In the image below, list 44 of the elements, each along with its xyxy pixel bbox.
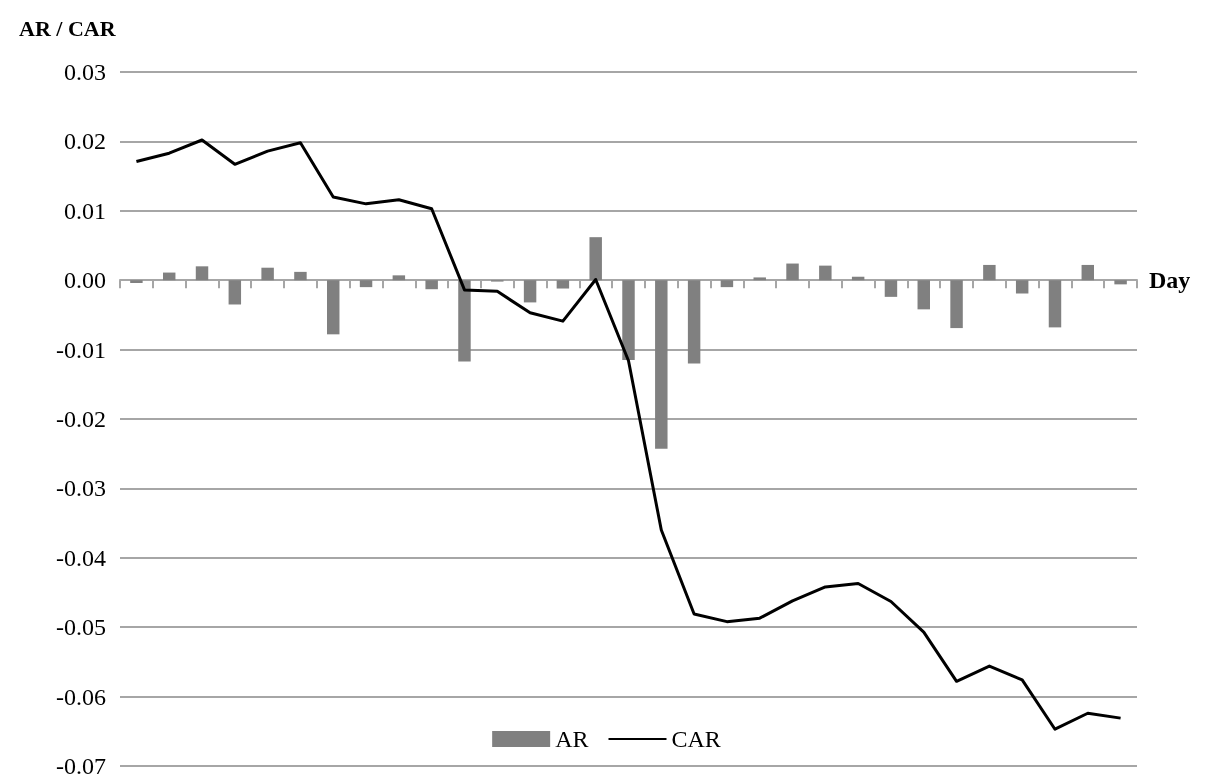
bar: [884, 280, 898, 297]
y-tick-label: 0.03: [64, 59, 106, 85]
bar: [753, 277, 766, 281]
bar: [523, 280, 537, 303]
bar: [950, 280, 963, 329]
line-series: [134, 138, 1123, 731]
bar: [622, 280, 635, 361]
bar: [130, 280, 143, 283]
y-tick-label: 0.02: [64, 128, 106, 155]
bar: [1114, 280, 1127, 285]
bar: [425, 280, 438, 290]
bar: [655, 280, 668, 449]
bar: [261, 267, 274, 281]
bar: [556, 280, 570, 289]
bar: [228, 280, 242, 305]
legend-label: CAR: [671, 726, 721, 752]
bar: [589, 237, 602, 281]
bar: [720, 280, 734, 288]
bar: [687, 280, 701, 364]
y-tick-label: -0.01: [56, 336, 106, 363]
y-tick-label: -0.07: [56, 753, 106, 778]
y-tick-label: -0.05: [56, 614, 106, 641]
x-axis-title: Day: [1149, 267, 1191, 294]
bar: [819, 265, 832, 281]
y-tick-label: -0.02: [56, 406, 106, 432]
y-tick-label: -0.04: [56, 544, 106, 571]
bar: [983, 264, 996, 281]
y-tick-label: -0.06: [56, 683, 106, 710]
bar: [458, 280, 471, 362]
bar: [786, 263, 799, 281]
bar: [195, 266, 209, 281]
bar: [327, 280, 340, 335]
bar: [1048, 280, 1062, 328]
y-axis-title: AR / CAR: [19, 15, 117, 41]
y-tick-label: -0.03: [56, 475, 106, 502]
bar: [294, 271, 307, 281]
y-tick-label: 0.00: [64, 267, 106, 294]
bar: [917, 280, 930, 310]
legend-label: AR: [555, 726, 589, 752]
y-tick-label: 0.01: [64, 197, 106, 224]
bar: [392, 275, 406, 281]
bar: [1081, 264, 1095, 281]
bar: [1015, 280, 1029, 294]
bar: [359, 280, 373, 288]
